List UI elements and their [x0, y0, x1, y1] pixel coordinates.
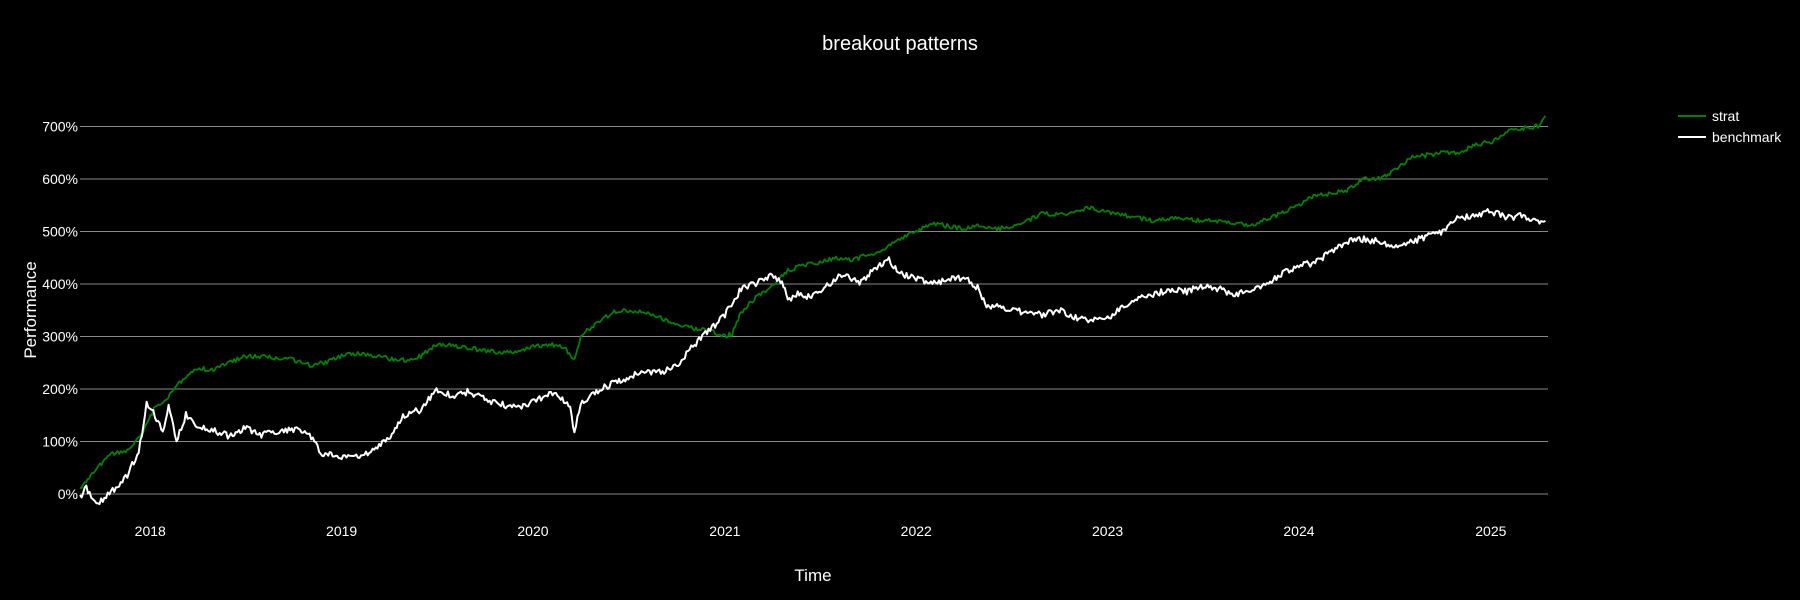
x-tick-label: 2022: [901, 523, 932, 539]
y-tick-label: 0%: [58, 486, 78, 502]
y-axis-ticks: 0% 100% 200% 300% 400% 500% 600% 700%: [42, 118, 78, 502]
x-axis-title: Time: [794, 566, 831, 585]
y-tick-label: 700%: [42, 118, 78, 134]
y-tick-label: 300%: [42, 328, 78, 344]
series-lines: [79, 115, 1547, 506]
legend-item-benchmark[interactable]: benchmark: [1678, 129, 1782, 145]
x-axis-ticks: 2018 2019 2020 2021 2022 2023 2024 2025: [135, 523, 1507, 539]
x-tick-label: 2020: [517, 523, 548, 539]
y-tick-label: 100%: [42, 433, 78, 449]
series-line-benchmark: [79, 208, 1546, 506]
y-tick-label: 500%: [42, 223, 78, 239]
gridlines: [80, 125, 1548, 495]
x-tick-label: 2024: [1283, 523, 1314, 539]
y-tick-label: 600%: [42, 171, 78, 187]
x-tick-label: 2021: [709, 523, 740, 539]
legend-item-strat[interactable]: strat: [1678, 108, 1739, 124]
chart-title: breakout patterns: [822, 33, 978, 55]
y-axis-title: Performance: [21, 261, 40, 358]
y-tick-label: 200%: [42, 381, 78, 397]
x-tick-label: 2023: [1092, 523, 1123, 539]
x-tick-label: 2019: [326, 523, 357, 539]
y-tick-label: 400%: [42, 276, 78, 292]
x-tick-label: 2018: [135, 523, 166, 539]
legend-label: benchmark: [1712, 129, 1782, 145]
legend[interactable]: strat benchmark: [1678, 108, 1782, 145]
x-tick-label: 2025: [1475, 523, 1506, 539]
legend-label: strat: [1712, 108, 1739, 124]
series-line-strat: [79, 115, 1547, 490]
